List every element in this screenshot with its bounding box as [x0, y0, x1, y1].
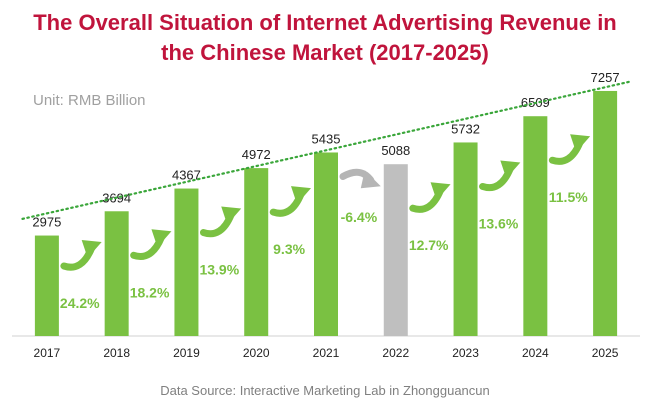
growth-rate-2018: 24.2%: [60, 295, 100, 311]
growth-arrow-head-2020: [221, 206, 242, 225]
bar-2019: [174, 188, 199, 336]
growth-arrow-head-2025: [570, 134, 591, 153]
value-label-2025: 7257: [591, 70, 620, 85]
growth-arrow-head-2019: [151, 229, 172, 248]
tick-label-2022: 2022: [382, 346, 409, 360]
value-label-2017: 2975: [32, 215, 61, 230]
chart-title-line-2: the Chinese Market (2017-2025): [161, 40, 489, 65]
tick-label-2018: 2018: [103, 346, 130, 360]
growth-rate-2023: 12.7%: [409, 237, 449, 253]
growth-rate-2019: 18.2%: [130, 284, 170, 300]
growth-rate-2020: 13.9%: [199, 262, 239, 278]
tick-label-2017: 2017: [34, 346, 61, 360]
chart-title: The Overall Situation of Internet Advert…: [0, 8, 650, 68]
chart-title-line-1: The Overall Situation of Internet Advert…: [33, 10, 617, 35]
growth-arrow-head-2024: [500, 160, 521, 179]
value-label-2023: 5732: [451, 121, 480, 136]
bar-2020: [244, 168, 269, 336]
unit-label: Unit: RMB Billion: [33, 92, 146, 109]
tick-label-2025: 2025: [592, 346, 619, 360]
growth-rate-2025: 11.5%: [549, 189, 588, 205]
growth-arrow-head-2021: [291, 186, 311, 205]
growth-arrow-head-2018: [81, 240, 102, 258]
value-label-2021: 5435: [312, 131, 341, 146]
data-source: Data Source: Interactive Marketing Lab i…: [160, 383, 490, 398]
bar-2022: [383, 164, 408, 336]
value-label-2022: 5088: [381, 143, 410, 158]
growth-rate-2022: -6.4%: [341, 209, 378, 225]
bar-2024: [523, 116, 548, 337]
trend-line: [21, 80, 631, 220]
bar-2021: [314, 152, 338, 336]
value-label-2019: 4367: [172, 168, 201, 183]
value-label-2020: 4972: [242, 147, 271, 162]
tick-label-2021: 2021: [313, 346, 340, 360]
growth-arrow-head-2023: [430, 182, 451, 201]
tick-label-2023: 2023: [452, 346, 479, 360]
tick-label-2019: 2019: [173, 346, 200, 360]
bar-2018: [104, 211, 129, 336]
tick-label-2020: 2020: [243, 346, 270, 360]
tick-label-2024: 2024: [522, 346, 549, 360]
bar-2017: [34, 235, 59, 336]
growth-arrow-head-2022: [360, 170, 381, 189]
growth-rate-2021: 9.3%: [273, 241, 305, 257]
growth-rate-2024: 13.6%: [479, 215, 519, 231]
bar-2023: [453, 142, 478, 336]
bar-2025: [593, 90, 618, 337]
